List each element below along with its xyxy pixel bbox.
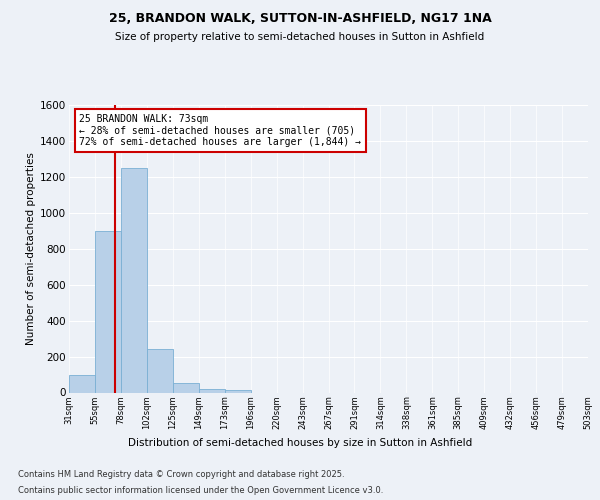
Text: 25 BRANDON WALK: 73sqm
← 28% of semi-detached houses are smaller (705)
72% of se: 25 BRANDON WALK: 73sqm ← 28% of semi-det… (79, 114, 361, 147)
Bar (225, 390, 251, 392)
Bar (69, 374, 95, 392)
Y-axis label: Number of semi-detached properties: Number of semi-detached properties (26, 152, 36, 345)
Bar (199, 389, 224, 392)
Text: Contains HM Land Registry data © Crown copyright and database right 2025.: Contains HM Land Registry data © Crown c… (18, 470, 344, 479)
Text: Contains public sector information licensed under the Open Government Licence v3: Contains public sector information licen… (18, 486, 383, 495)
Bar (147, 350, 173, 393)
Text: Distribution of semi-detached houses by size in Sutton in Ashfield: Distribution of semi-detached houses by … (128, 438, 472, 448)
Text: Size of property relative to semi-detached houses in Sutton in Ashfield: Size of property relative to semi-detach… (115, 32, 485, 42)
Bar (173, 382, 199, 392)
Bar (95, 231, 121, 392)
Text: 25, BRANDON WALK, SUTTON-IN-ASHFIELD, NG17 1NA: 25, BRANDON WALK, SUTTON-IN-ASHFIELD, NG… (109, 12, 491, 26)
Bar (121, 168, 147, 392)
